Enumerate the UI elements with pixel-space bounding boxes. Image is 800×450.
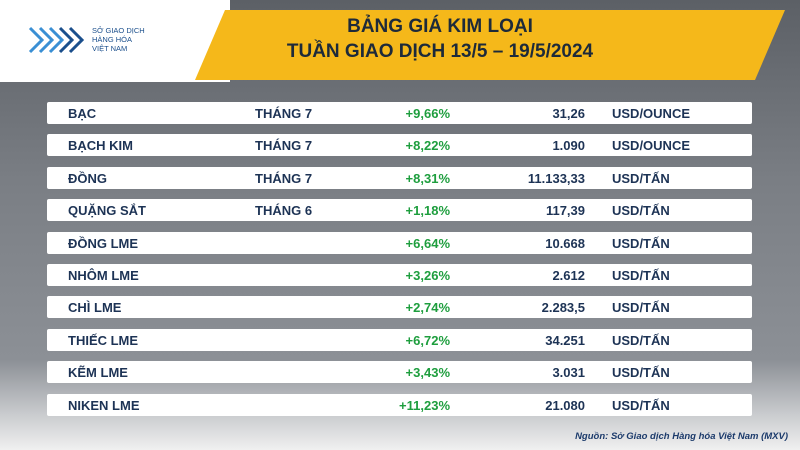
title: BẢNG GIÁ KIM LOẠI TUẦN GIAO DỊCH 13/5 – … [250,14,630,64]
cell-change: +2,74% [405,300,450,316]
cell-name: QUẶNG SẮT [68,203,146,219]
table-row: ĐỒNG LME +6,64% 10.668 USD/TẤN [47,231,752,254]
cell-change: +1,18% [405,203,450,219]
table-row: NIKEN LME +11,23% 21.080 USD/TẤN [47,393,752,416]
cell-price: 117,39 [545,203,585,219]
cell-name: NHÔM LME [68,268,139,283]
table-row: ĐỒNG THÁNG 7 +8,31% 11.133,33 USD/TẤN [47,166,752,189]
cell-month: THÁNG 7 [255,170,313,186]
logo-line: VIỆT NAM [92,44,128,53]
table-row: BẠC THÁNG 7 +9,66% 31,26 USD/OUNCE [47,102,752,124]
cell-price: 21.080 [545,397,585,413]
cell-unit: USD/TẤN [612,365,670,381]
logo-bg [0,0,230,82]
cell-unit: USD/TẤN [612,332,670,348]
logo-icon [28,26,85,54]
title-line: TUẦN GIAO DỊCH 13/5 – 19/5/2024 [286,41,594,62]
logo-text: SỞ GIAO DỊCH HÀNG HÓA VIỆT NAM [92,26,145,53]
cell-unit: USD/TẤN [612,235,670,251]
cell-name: ĐỒNG LME [68,235,139,251]
cell-unit: USD/OUNCE [612,138,691,154]
title-bg [195,10,785,80]
table-row: QUẶNG SẮT THÁNG 6 +1,18% 117,39 USD/TẤN [47,199,752,222]
cell-price: 31,26 [552,106,585,121]
title-line: BẢNG GIÁ KIM LOẠI [347,16,533,37]
cell-unit: USD/TẤN [612,203,670,219]
banner [0,0,785,82]
cell-month: THÁNG 7 [255,106,313,121]
cell-change: +8,31% [405,170,450,186]
table-row: CHÌ LME +2,74% 2.283,5 USD/TẤN [47,296,752,319]
cell-price: 10.668 [545,235,585,251]
cell-price: 2.612 [552,268,585,283]
cell-change: +8,22% [405,138,450,154]
logo-line: HÀNG HÓA [92,35,133,44]
table-row: BẠCH KIM THÁNG 7 +8,22% 1.090 USD/OUNCE [47,134,752,157]
cell-price: 2.283,5 [541,300,585,316]
cell-change: +11,23% [399,397,450,413]
cell-name: BẠCH KIM [68,138,133,154]
cell-unit: USD/TẤN [612,268,670,283]
cell-price: 34.251 [545,332,585,348]
cell-price: 3.031 [552,365,585,381]
cell-month: THÁNG 6 [255,203,313,219]
cell-change: +6,64% [405,235,450,251]
cell-name: CHÌ LME [68,300,122,316]
cell-name: KẼM LME [68,365,128,381]
cell-name: BẠC [68,106,97,121]
cell-unit: USD/OUNCE [612,106,691,121]
source: Nguồn: Sở Giao dịch Hàng hóa Việt Nam (M… [575,431,788,442]
cell-name: THIẾC LME [68,332,139,348]
cell-name: ĐỒNG [68,170,107,186]
cell-unit: USD/TẤN [612,300,670,316]
table-row: THIẾC LME +6,72% 34.251 USD/TẤN [47,328,752,351]
cell-unit: USD/TẤN [612,170,670,186]
table-row: NHÔM LME +3,26% 2.612 USD/TẤN [47,264,752,286]
cell-month: THÁNG 7 [255,138,313,154]
table-row: KẼM LME +3,43% 3.031 USD/TẤN [47,361,752,384]
cell-change: +6,72% [405,332,450,348]
cell-change: +3,43% [405,365,450,381]
logo-line: SỞ GIAO DỊCH [92,26,145,35]
cell-change: +9,66% [405,106,450,121]
cell-price: 11.133,33 [527,170,585,186]
cell-unit: USD/TẤN [612,397,670,413]
cell-price: 1.090 [552,138,585,154]
cell-name: NIKEN LME [68,397,140,413]
cell-change: +3,26% [405,268,450,283]
